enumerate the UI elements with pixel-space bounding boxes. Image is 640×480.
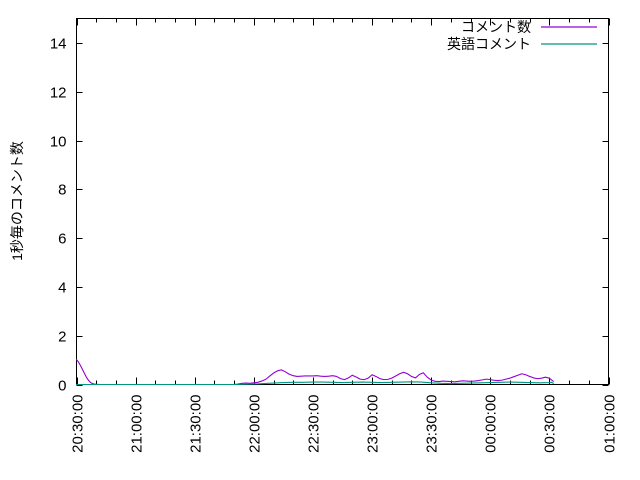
series-lines bbox=[75, 359, 554, 386]
legend-label-1: 英語コメント bbox=[447, 36, 531, 52]
x-tick-label: 20:30:00 bbox=[70, 395, 87, 453]
x-axis-minor-ticks bbox=[95, 18, 591, 385]
y-axis-title: 1秒毎のコメント数 bbox=[9, 141, 25, 261]
y-tick-label: 10 bbox=[50, 134, 67, 151]
x-tick-label: 22:30:00 bbox=[306, 395, 323, 453]
x-axis-ticks bbox=[76, 18, 611, 385]
x-tick-label: 00:00:00 bbox=[483, 395, 500, 453]
y-tick-label: 2 bbox=[58, 329, 66, 346]
y-tick-label: 4 bbox=[58, 280, 66, 297]
series-line-0 bbox=[75, 359, 554, 386]
x-tick-label: 21:00:00 bbox=[129, 395, 146, 453]
legend-label-0: コメント数 bbox=[461, 19, 531, 35]
y-tick-label: 14 bbox=[50, 36, 67, 53]
series-line-1 bbox=[75, 381, 554, 386]
y-axis-ticks bbox=[76, 42, 609, 387]
x-tick-label: 00:30:00 bbox=[542, 395, 559, 453]
y-tick-label: 6 bbox=[58, 231, 66, 248]
y-tick-label: 8 bbox=[58, 182, 66, 199]
x-tick-label: 22:00:00 bbox=[247, 395, 264, 453]
plot-frame bbox=[75, 17, 610, 386]
y-axis-tick-labels: 0 2 4 6 8 10 12 14 bbox=[50, 36, 67, 395]
x-tick-label: 23:30:00 bbox=[424, 395, 441, 453]
x-tick-label: 01:00:00 bbox=[602, 395, 619, 453]
x-tick-label: 23:00:00 bbox=[365, 395, 382, 453]
x-tick-label: 21:30:00 bbox=[188, 395, 205, 453]
y-tick-label: 12 bbox=[50, 85, 67, 102]
x-axis-tick-labels: 20:30:00 21:00:00 21:30:00 22:00:00 22:30:00… bbox=[70, 395, 619, 453]
y-tick-label: 0 bbox=[58, 378, 66, 395]
